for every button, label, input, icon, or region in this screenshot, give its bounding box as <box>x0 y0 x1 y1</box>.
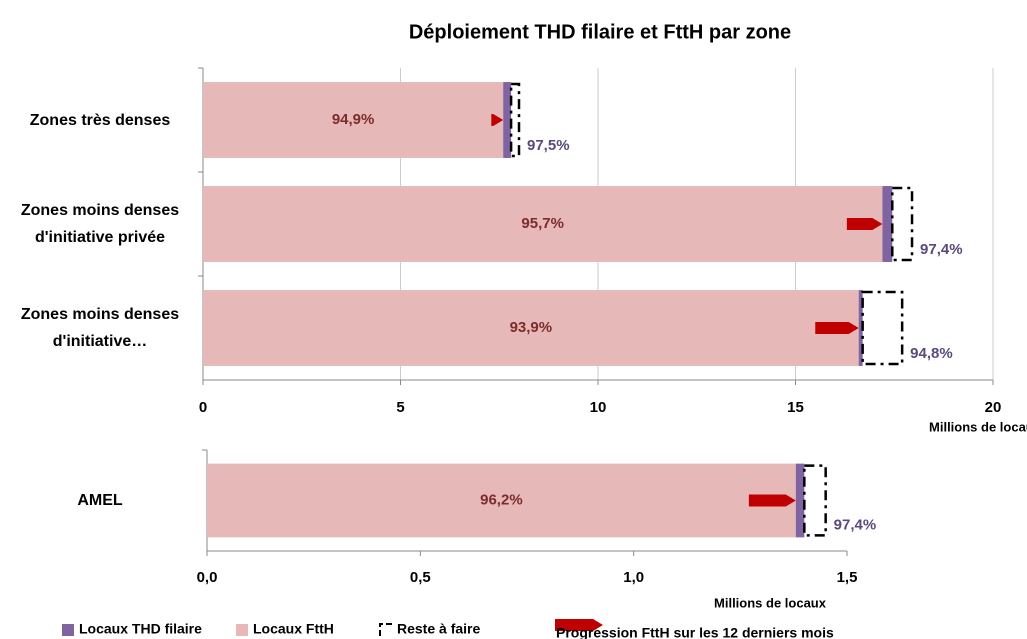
y-tick-label: Zones très denses <box>29 111 171 129</box>
ftth-pct-label: 96,2% <box>480 491 523 508</box>
x-tick-label: 10 <box>590 399 607 416</box>
progression-arrow <box>748 494 796 507</box>
progression-arrow <box>846 218 883 230</box>
x-tick-label: 0 <box>199 399 207 416</box>
remaining-box <box>803 464 827 537</box>
remaining-box <box>509 82 521 158</box>
bar-segment <box>503 82 512 158</box>
y-tick-label: Zones moins denses d'initiative… <box>20 306 180 350</box>
legend-swatch <box>555 619 603 631</box>
x-tick-label: 5 <box>396 399 404 416</box>
bar-segment <box>882 186 893 262</box>
y-tick-label: AMEL <box>77 492 123 509</box>
category-label-box: AMEL <box>77 492 123 509</box>
progression-arrow <box>815 322 859 334</box>
bar-segment <box>795 463 805 538</box>
thd-pct-label: 97,4% <box>920 241 963 258</box>
ftth-pct-label: 94,9% <box>332 111 375 128</box>
bar-segment <box>858 290 863 366</box>
thd-pct-label: 97,4% <box>834 516 877 533</box>
bar-segment <box>203 186 883 262</box>
x-tick-label: 0,5 <box>410 569 431 586</box>
category-label-box: Zones très denses <box>29 111 171 129</box>
legend-label: Locaux FttH <box>253 621 334 637</box>
remaining-box <box>891 186 914 262</box>
x-axis-label: Millions de locaux <box>714 595 827 610</box>
legend-label: Reste à faire <box>397 621 480 637</box>
x-tick-label: 0,0 <box>197 569 218 586</box>
x-tick-label: 20 <box>985 399 1002 416</box>
thd-pct-label: 97,5% <box>527 137 570 154</box>
x-axis-label: Millions de locaux <box>929 419 1027 434</box>
category-label-box: Zones moins denses d'initiative privée <box>20 202 180 246</box>
chart-title: Déploiement THD filaire et FttH par zone <box>409 21 791 43</box>
legend-label: Locaux THD filaire <box>79 621 202 637</box>
legend-label: Progression FttH sur les 12 derniers moi… <box>556 625 834 639</box>
progression-arrow <box>491 114 504 126</box>
remaining-box <box>861 290 904 366</box>
ftth-pct-label: 93,9% <box>510 319 553 336</box>
y-tick-label: Zones moins denses d'initiative privée <box>20 202 180 246</box>
legend-swatch <box>379 623 392 636</box>
bar-segment <box>203 290 859 366</box>
x-tick-label: 1,0 <box>623 569 644 586</box>
ftth-pct-label: 95,7% <box>521 215 564 232</box>
thd-pct-label: 94,8% <box>910 345 953 362</box>
bar-segment <box>203 82 504 158</box>
x-tick-label: 15 <box>787 399 804 416</box>
legend-swatch <box>62 624 74 636</box>
bar-segment <box>207 463 796 538</box>
x-tick-label: 1,5 <box>837 569 858 586</box>
category-label-box: Zones moins denses d'initiative… <box>20 306 180 350</box>
legend-swatch <box>236 624 248 636</box>
